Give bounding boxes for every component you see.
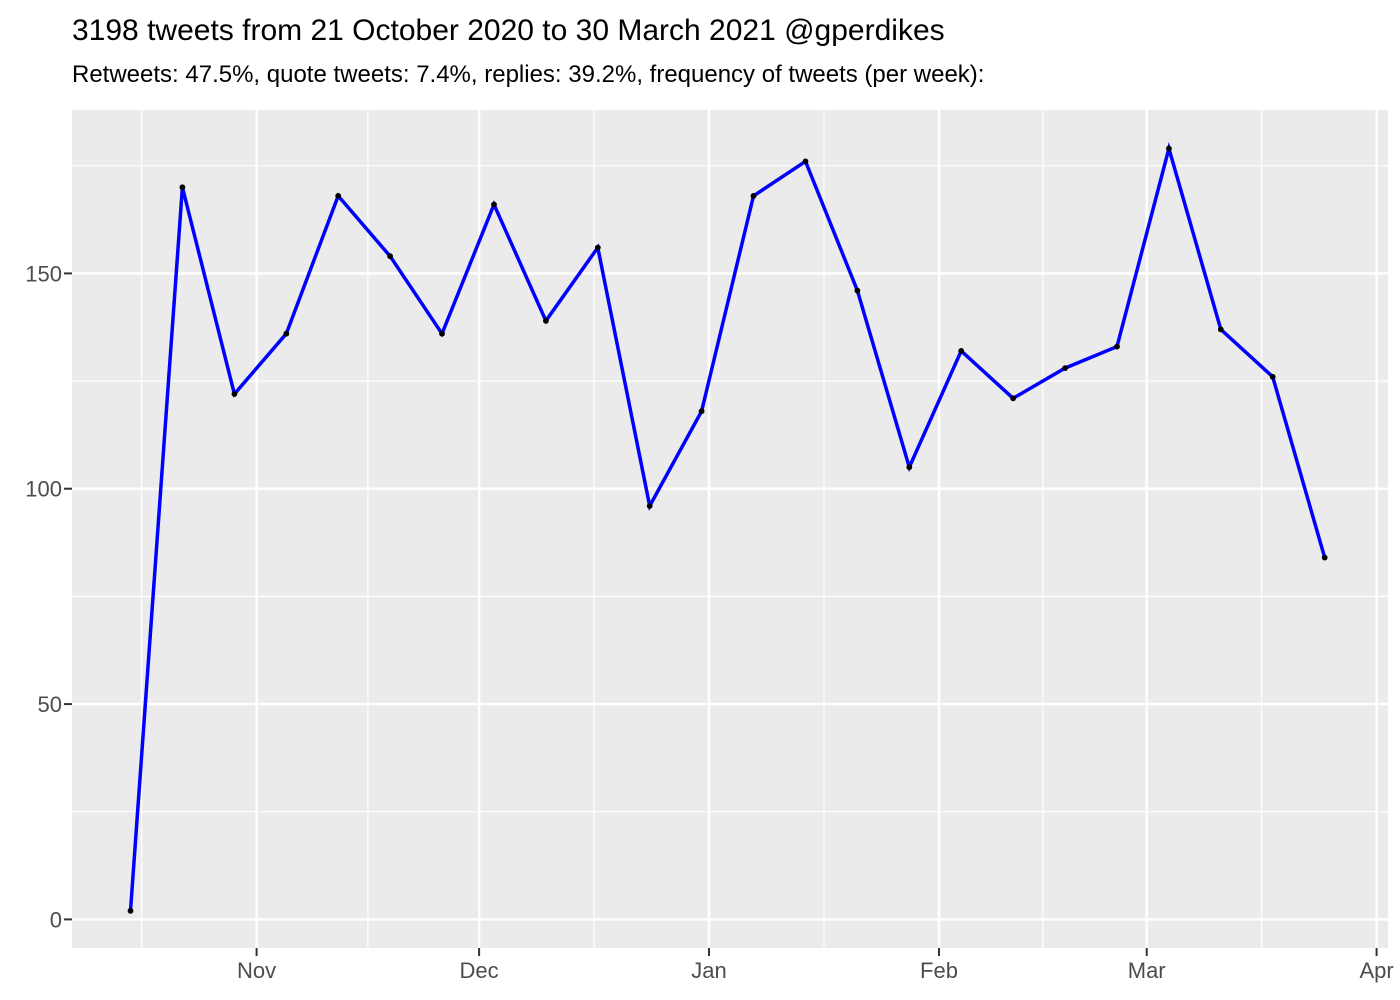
data-point xyxy=(1166,145,1172,152)
data-point xyxy=(1217,326,1224,333)
data-point xyxy=(854,287,861,294)
x-axis-label: Feb xyxy=(920,958,958,983)
x-axis-label: Apr xyxy=(1359,958,1393,983)
x-axis-label: Nov xyxy=(237,958,276,983)
x-axis-label: Mar xyxy=(1128,958,1166,983)
data-point xyxy=(1010,395,1016,402)
data-point xyxy=(594,244,601,251)
x-axis-label: Jan xyxy=(691,958,726,983)
data-point xyxy=(335,193,342,199)
data-point xyxy=(1062,365,1068,371)
data-point xyxy=(1114,343,1120,350)
data-point xyxy=(1321,554,1328,561)
y-axis-label: 100 xyxy=(25,477,62,502)
data-point xyxy=(491,201,497,208)
data-line xyxy=(128,141,1327,911)
data-point xyxy=(802,158,809,165)
data-point xyxy=(958,348,965,354)
data-point xyxy=(439,330,445,337)
data-point xyxy=(1269,373,1276,380)
data-point xyxy=(906,464,913,471)
chart-title: 3198 tweets from 21 October 2020 to 30 M… xyxy=(72,14,945,47)
data-point xyxy=(387,253,393,260)
data-point xyxy=(543,317,549,324)
y-axis-label: 150 xyxy=(25,261,62,286)
chart-subtitle: Retweets: 47.5%, quote tweets: 7.4%, rep… xyxy=(72,61,985,88)
y-axis-label: 50 xyxy=(38,692,62,717)
x-axis-label: Dec xyxy=(460,958,499,983)
panel-background xyxy=(72,110,1388,948)
data-point xyxy=(231,391,238,397)
y-axis-label: 0 xyxy=(50,907,62,932)
data-point xyxy=(750,193,757,199)
data-point xyxy=(179,184,186,191)
data-point xyxy=(127,907,134,914)
data-point xyxy=(698,408,705,415)
data-point xyxy=(283,330,290,337)
data-point xyxy=(646,503,653,509)
